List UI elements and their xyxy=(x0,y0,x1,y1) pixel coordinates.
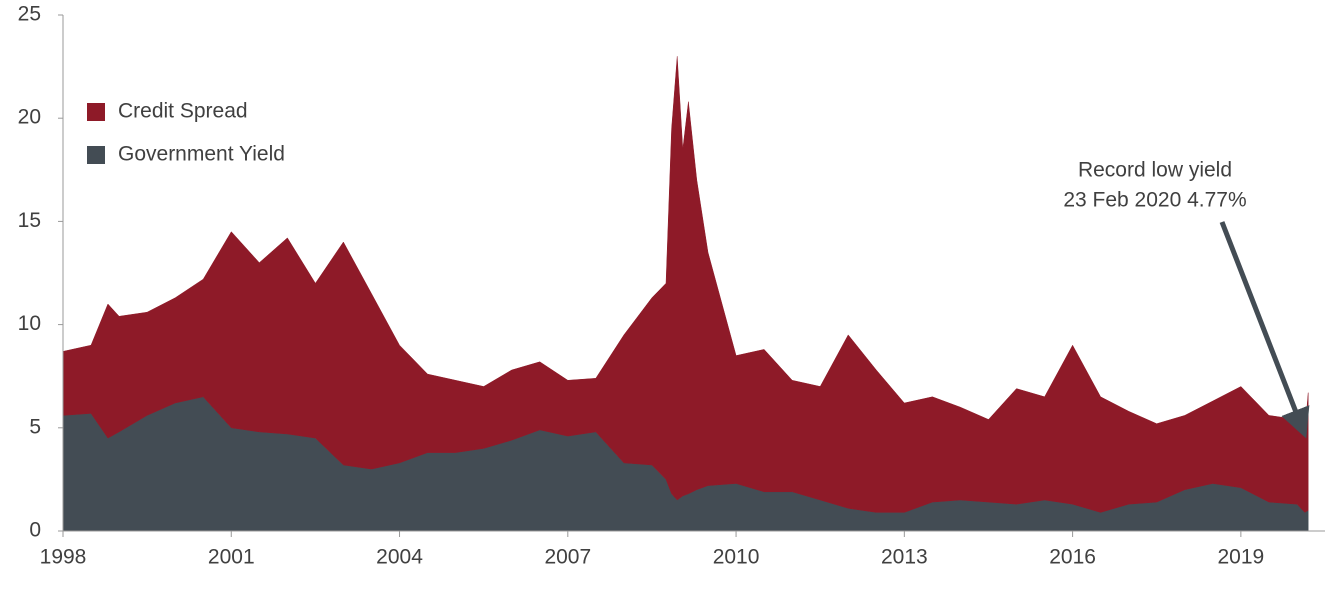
x-tick-label: 2019 xyxy=(1218,546,1265,569)
legend-swatch xyxy=(87,103,105,121)
y-tick-label: 0 xyxy=(29,519,41,542)
legend-swatch xyxy=(87,146,105,164)
x-tick-label: 1998 xyxy=(40,546,87,569)
area xyxy=(62,56,1309,513)
y-tick-label: 5 xyxy=(29,415,41,438)
legend-label: Government Yield xyxy=(118,143,285,166)
legend-label: Credit Spread xyxy=(118,100,248,123)
x-tick-label: 2010 xyxy=(713,546,760,569)
y-tick-label: 10 xyxy=(18,312,41,335)
y-tick-label: 15 xyxy=(18,209,41,232)
annotation: 23 Feb 2020 4.77% xyxy=(1063,189,1246,212)
x-tick-label: 2016 xyxy=(1049,546,1096,569)
x-tick-label: 2013 xyxy=(881,546,928,569)
annotation-arrow xyxy=(1219,221,1310,439)
x-tick-label: 2007 xyxy=(544,546,591,569)
y-tick-label: 25 xyxy=(18,3,41,26)
x-tick-label: 2004 xyxy=(376,546,423,569)
annotation: Record low yield xyxy=(1078,159,1232,182)
x-tick-label: 2001 xyxy=(208,546,255,569)
y-tick-label: 20 xyxy=(18,106,41,129)
